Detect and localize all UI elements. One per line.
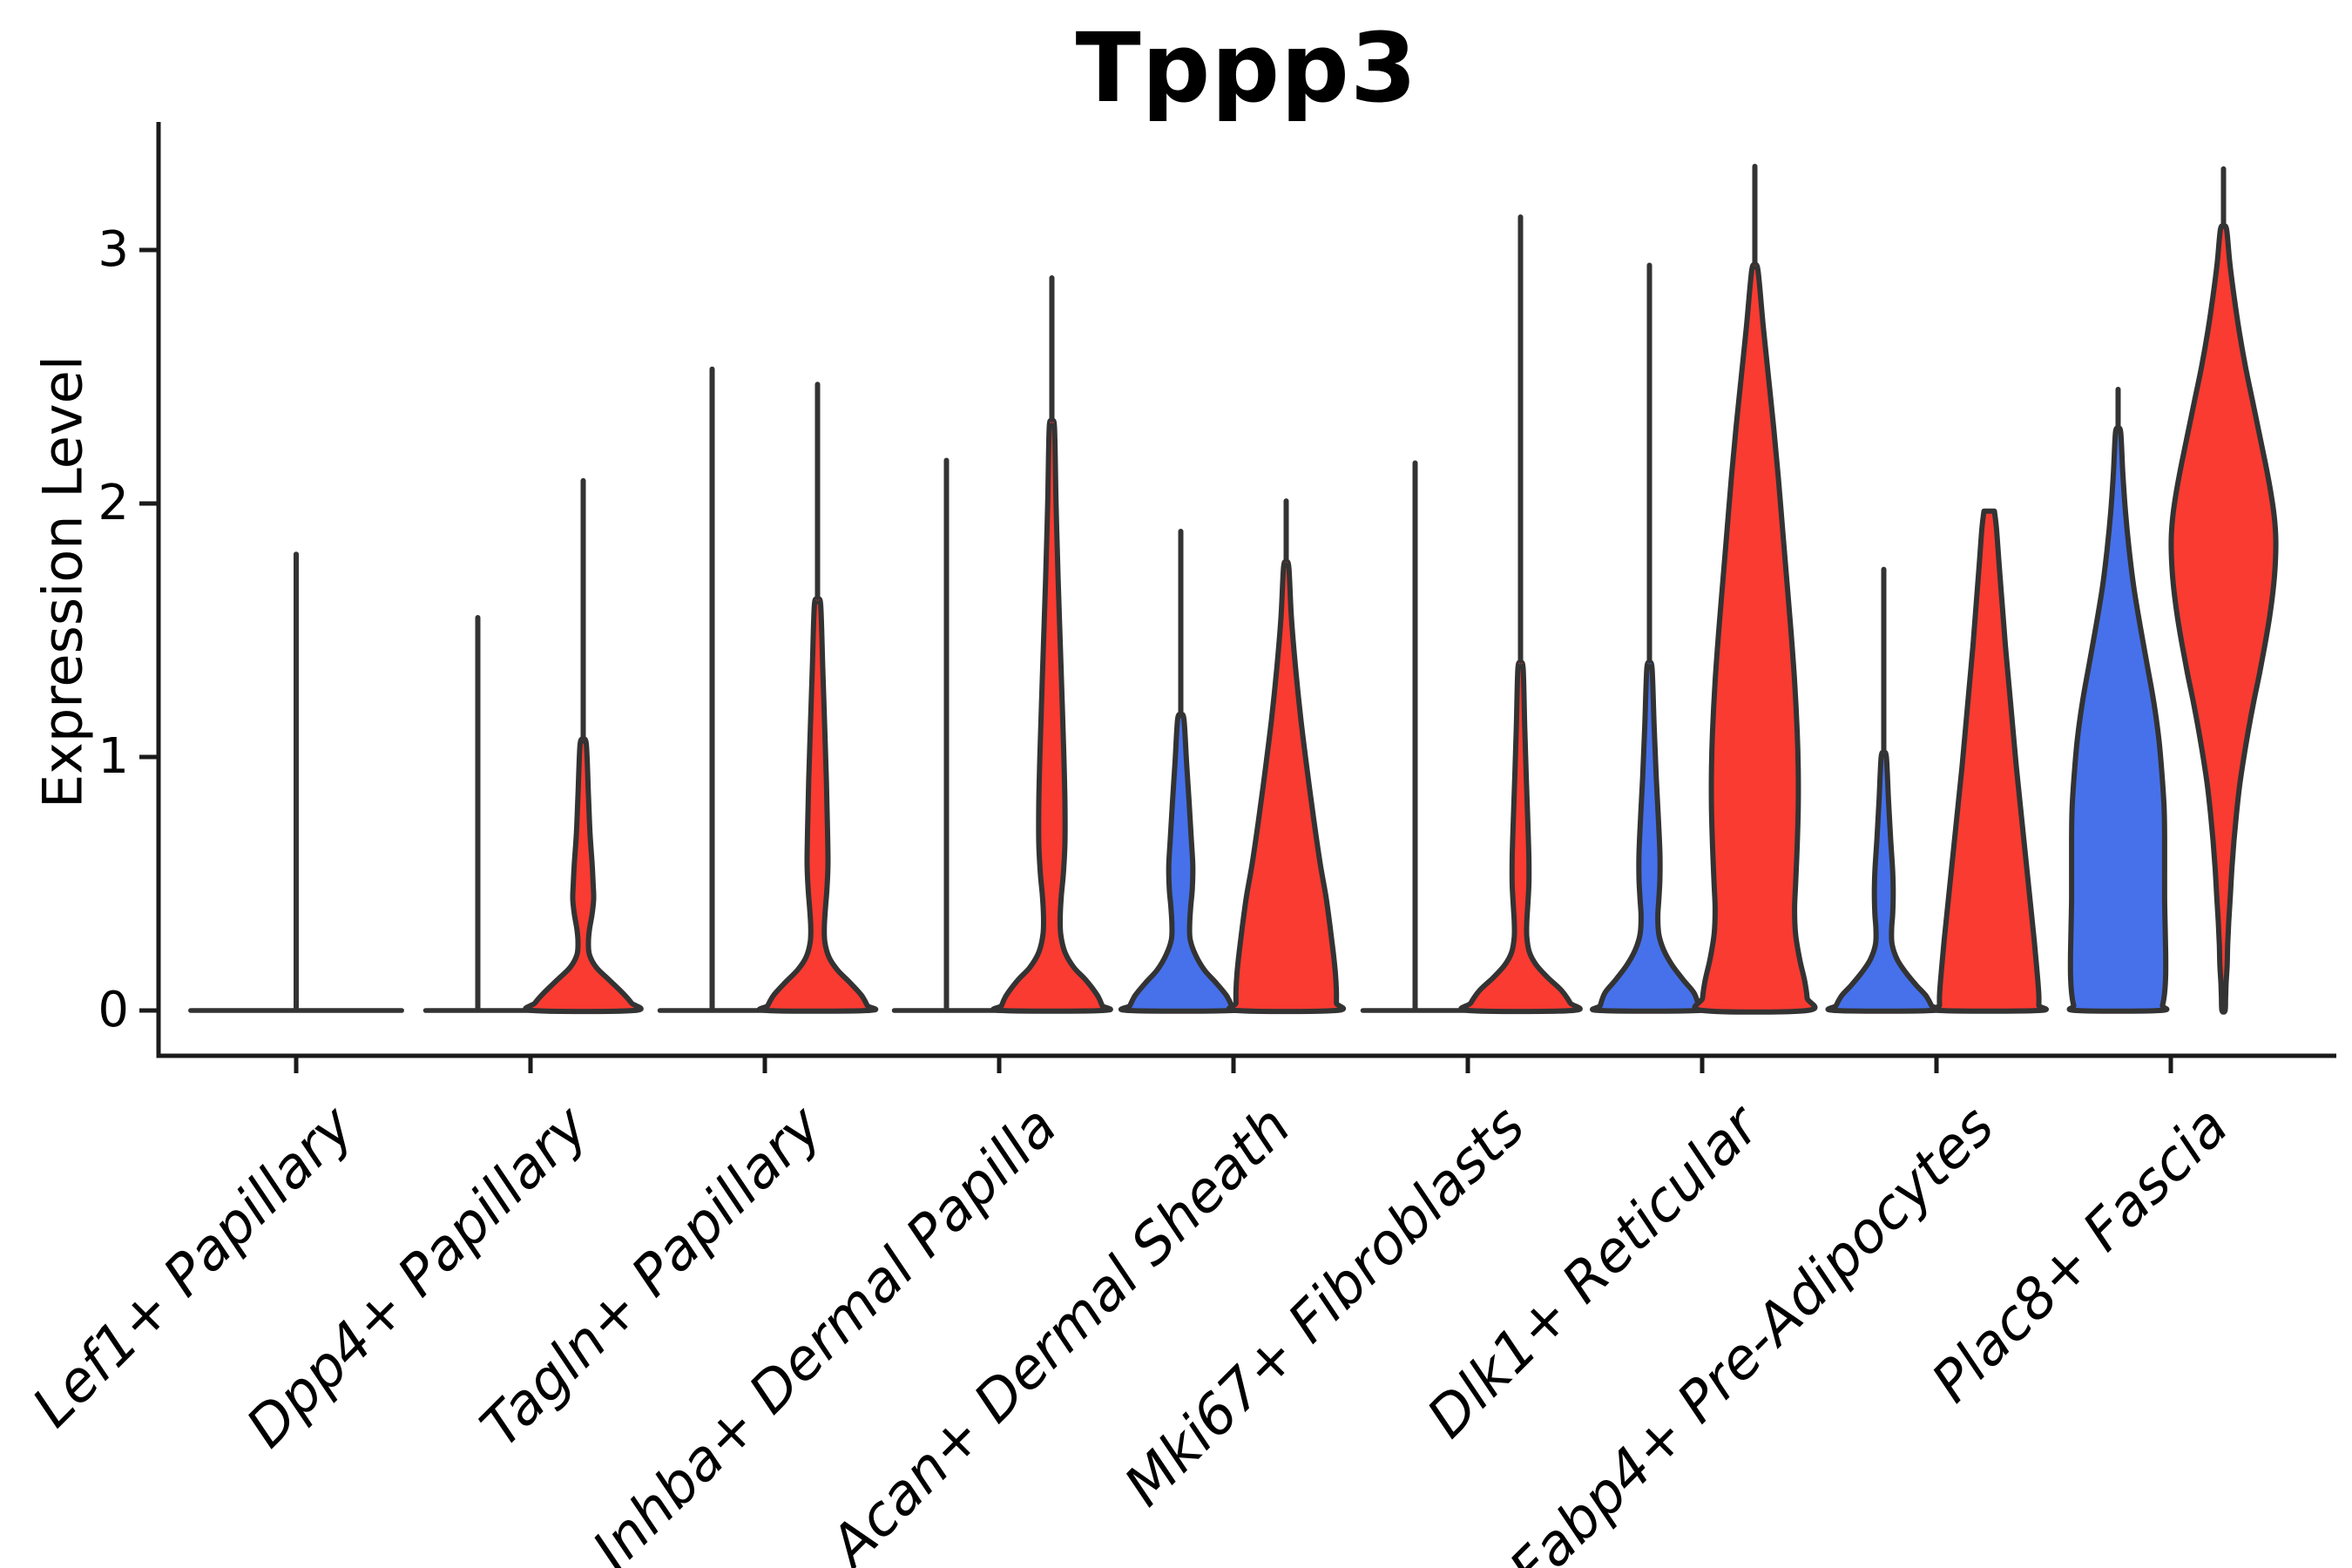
violin-body-tagln-papillary-red bbox=[756, 596, 879, 1014]
violin-body-inhba-dermal-papilla-red bbox=[990, 417, 1113, 1014]
violin-body-fabp4-pre-adipocytes-red bbox=[1930, 508, 2049, 1014]
violin-body-dpp4-papillary-red bbox=[523, 736, 644, 1015]
violin-body-plac8-fascia-blue bbox=[2066, 425, 2170, 1014]
violin-body-plac8-fascia-red bbox=[2168, 223, 2279, 1015]
y-tick-label-1: 1 bbox=[98, 728, 129, 785]
violin-body-dlk1-reticular-blue bbox=[1590, 659, 1709, 1014]
y-tick-label-2: 2 bbox=[98, 475, 129, 531]
violin-body-acan-dermal-sheath-red bbox=[1226, 559, 1347, 1015]
violin-body-mki67-fibroblasts-red bbox=[1458, 659, 1583, 1015]
violin-body-acan-dermal-sheath-blue bbox=[1119, 712, 1243, 1014]
y-tick-label-3: 3 bbox=[98, 221, 129, 278]
violin-body-fabp4-pre-adipocytes-blue bbox=[1825, 749, 1943, 1014]
violin-body-dlk1-reticular-red bbox=[1692, 262, 1818, 1015]
y-tick-label-0: 0 bbox=[98, 982, 129, 1038]
plot-title: Tppp3 bbox=[1075, 12, 1418, 124]
